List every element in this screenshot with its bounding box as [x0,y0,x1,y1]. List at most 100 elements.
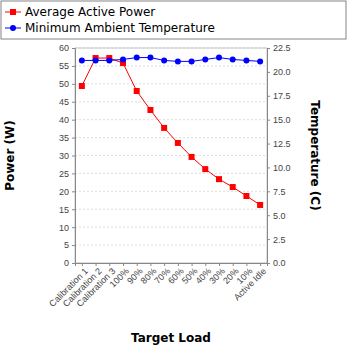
tick: Active Idle [232,263,268,302]
data-point [202,56,208,62]
data-point [147,107,153,113]
tick: 40 [59,115,75,125]
data-point [216,176,222,182]
plot-marks [79,55,263,208]
tick-mark [267,215,270,216]
legend: Average Active Power Minimum Ambient Temp… [1,1,346,39]
tick-label: Active Idle [232,266,268,302]
tick-mark [72,245,75,246]
tick: 50 [59,79,75,89]
tick-label: 12.5 [273,139,291,149]
tick-mark [267,239,270,240]
y-axis: 0 5 10 15 20 25 30 35 40 45 50 55 60 [59,43,76,268]
data-point [106,57,112,63]
axis-line [268,49,271,264]
tick-mark [267,96,270,97]
tick: 35 [59,133,75,143]
tick: 55 [59,61,75,71]
grid-line [75,137,267,138]
tick-label: 17.5 [273,91,291,101]
data-point [189,154,195,160]
tick: 60 [59,43,75,53]
grid-line [75,173,267,174]
data-point [93,57,99,63]
data-point [161,125,167,131]
tick: 15.0 [267,115,291,125]
tick-label: 15 [59,205,69,215]
tick-mark [72,84,75,85]
data-point [230,184,236,190]
series-line [82,58,260,205]
legend-label: Minimum Ambient Temperature [25,21,215,35]
tick-label: 5.0 [273,211,286,221]
tick: 5.0 [267,211,286,221]
data-point [243,57,249,63]
y-axis-title: Power (W) [3,120,17,191]
tick: 10.0 [267,163,291,173]
tick-mark [72,173,75,174]
tick: 22.5 [267,43,291,53]
data-point [175,58,181,64]
data-point [202,166,208,172]
tick: 0 [64,258,75,268]
tick-label: 20.0 [273,67,291,77]
tick-label: 0 [64,258,69,268]
y2-axis: 0.02.55.07.510.012.515.017.520.022.5 [267,43,291,268]
tick-label: 50 [59,79,69,89]
data-point [161,57,167,63]
tick-label: 10.0 [273,163,291,173]
tick-mark [72,263,75,264]
data-point [134,88,140,94]
tick-mark [72,48,75,49]
data-point [230,56,236,62]
grid-line [75,83,267,84]
grid-line [75,101,267,102]
legend-label: Average Active Power [25,5,155,19]
tick-mark [72,191,75,192]
tick: 5 [64,240,75,250]
tick-mark [72,138,75,139]
tick-label: 20 [59,187,69,197]
grid-line [75,209,267,210]
tick: 10 [59,223,75,233]
grid [75,48,267,263]
tick-mark [72,102,75,103]
x-axis-title: Target Load [131,331,211,345]
y2-axis-title: Temperature (C) [308,100,322,210]
axis-line [72,49,76,264]
tick-label: 22.5 [273,43,291,53]
data-point [175,140,181,146]
tick-label: 35 [59,133,69,143]
tick-label: 45 [59,97,69,107]
grid-line [75,48,267,49]
grid-line [75,65,267,66]
tick: 15 [59,205,75,215]
tick-mark [72,227,75,228]
tick: 0.0 [267,258,286,268]
tick-mark [72,156,75,157]
tick-mark [72,66,75,67]
tick-mark [267,167,270,168]
grid-line [75,155,267,156]
tick: 45 [59,97,75,107]
tick-mark [72,209,75,210]
tick-label: 55 [59,61,69,71]
data-point [216,55,222,61]
tick-label: 7.5 [273,187,286,197]
tick-label: 10 [59,223,69,233]
chart: 0510152025303540455055600.02.55.07.510.0… [0,0,348,348]
tick-label: 30 [59,151,69,161]
plot-area [75,48,267,263]
tick-mark [267,191,270,192]
data-point [147,55,153,61]
axis-line [76,264,268,267]
tick: 7.5 [267,187,286,197]
legend-marker [10,25,16,31]
tick-label: 25 [59,169,69,179]
tick: 30 [59,151,75,161]
tick-mark [72,120,75,121]
tick: 17.5 [267,91,291,101]
tick-mark [267,144,270,145]
tick-label: 0.0 [273,258,286,268]
tick-label: Calibration 3 [75,266,118,309]
